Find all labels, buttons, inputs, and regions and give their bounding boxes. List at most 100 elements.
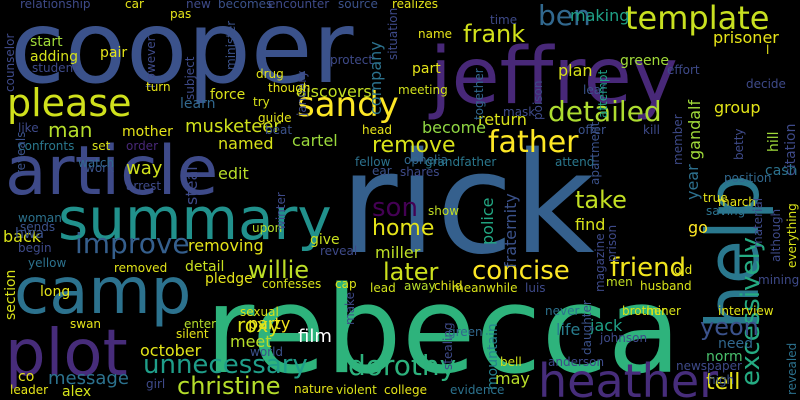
word-frank: frank (463, 20, 526, 48)
word-husband: husband (640, 279, 692, 293)
word-becomes: becomes (218, 0, 273, 11)
word-fellow: fellow (355, 155, 391, 169)
word-unnecessary: unnecessary (143, 350, 308, 380)
word-old: old (674, 263, 693, 277)
word-apartment: apartment (588, 121, 602, 185)
word-grandfather: grandfather (425, 155, 497, 169)
word-may: may (495, 369, 530, 388)
word-meet: meet (230, 332, 272, 351)
word-summary: summary (58, 185, 332, 253)
word-realizes: realizes (392, 0, 439, 11)
word-winter: winter (274, 192, 288, 230)
word-cartel: cartel (292, 131, 338, 150)
word-meeting: meeting (398, 83, 448, 97)
word-l: l (766, 43, 770, 57)
word-student: student (32, 61, 78, 75)
word-long: long (40, 284, 71, 300)
word-name: name (418, 27, 453, 41)
word-source: source (338, 0, 378, 11)
word-upon: upon (252, 221, 283, 235)
word-return: return (478, 110, 527, 129)
word-leader: leader (10, 383, 49, 397)
word-johnson: johnson (600, 331, 648, 345)
word-lead: lead (370, 281, 396, 295)
word-make: make (343, 292, 357, 325)
word-luis: luis (525, 281, 546, 295)
word-high: high (708, 373, 735, 387)
word-hwa: hwa (15, 226, 44, 242)
word-later: later (383, 258, 439, 286)
word-encounter: encounter (268, 0, 330, 11)
word-force: force (210, 87, 246, 103)
word-section: section (3, 269, 19, 320)
word-drug: drug (256, 67, 284, 81)
word-friend: friend (610, 253, 687, 283)
word-brother: brother (622, 304, 667, 318)
word-car: car (125, 0, 144, 11)
word-co: co (18, 369, 35, 385)
word-minister: minister (224, 20, 238, 70)
word-evidence: evidence (450, 383, 505, 397)
word-jack: jack (590, 316, 623, 335)
word-group: group (714, 98, 761, 117)
word-norm: norm (706, 349, 743, 365)
word-cap: cap (335, 277, 357, 291)
word-new: new (186, 0, 211, 11)
word-counselor: counselor (3, 33, 17, 92)
word-willie: willie (248, 256, 310, 284)
word-meanwhile: meanwhile (452, 281, 518, 295)
word-show: show (428, 204, 460, 218)
word-green: green (448, 325, 483, 339)
word-men: men (606, 275, 633, 289)
word-prison: prison (605, 224, 619, 262)
word-reveals: reveals (14, 131, 28, 175)
word-edit: edit (218, 164, 249, 183)
word-october: october (140, 341, 202, 360)
word-take: take (575, 186, 627, 214)
word-shares: shares (400, 165, 440, 179)
word-steal: steal (182, 166, 201, 205)
word-detailed: detailed (548, 95, 662, 128)
word-away: away (404, 279, 436, 293)
word-offer: offer (578, 123, 606, 137)
word-life: life (556, 320, 581, 339)
word-plan: plan (558, 61, 593, 80)
word-fraternity: fraternity (501, 193, 520, 268)
word-confronts: confronts (18, 139, 75, 153)
word-beat: beat (265, 123, 293, 137)
word-confesses: confesses (262, 277, 322, 291)
word-jeffrey: jeffrey (430, 32, 678, 122)
word-sandy: sandy (297, 85, 399, 125)
word-police: police (478, 197, 497, 245)
word-betty: betty (732, 128, 746, 160)
word-concise: concise (472, 256, 570, 286)
word-way: way (126, 158, 163, 179)
word-tell: tell (706, 370, 741, 395)
word-father: father (488, 125, 579, 160)
word-miller: miller (375, 243, 421, 262)
word-protect: protect (330, 53, 374, 67)
word-named: named (218, 134, 274, 153)
word-guide: guide (258, 111, 292, 125)
word-hill: hill (766, 131, 782, 152)
word-son: son (372, 193, 418, 223)
word-mother: mother (122, 124, 173, 140)
word-pas: pas (170, 7, 192, 21)
word-dorothy: dorothy (348, 349, 457, 382)
word-head: head (362, 123, 392, 137)
word-yeon: yeon (700, 313, 759, 341)
word-miner: miner (646, 304, 681, 318)
word-girl: girl (146, 377, 166, 391)
word-home: home (372, 216, 435, 241)
word-start: start (30, 34, 63, 50)
word-decide: decide (746, 77, 786, 91)
word-nature: nature (294, 382, 334, 396)
word-adding: adding (30, 49, 79, 65)
word-christine: christine (177, 372, 281, 400)
word-musketeer: musketeer (185, 116, 281, 137)
word-effort: effort (667, 63, 700, 77)
word-situation: situation (386, 7, 400, 60)
word-although: although (769, 208, 783, 262)
word-violent: violent (336, 383, 377, 397)
